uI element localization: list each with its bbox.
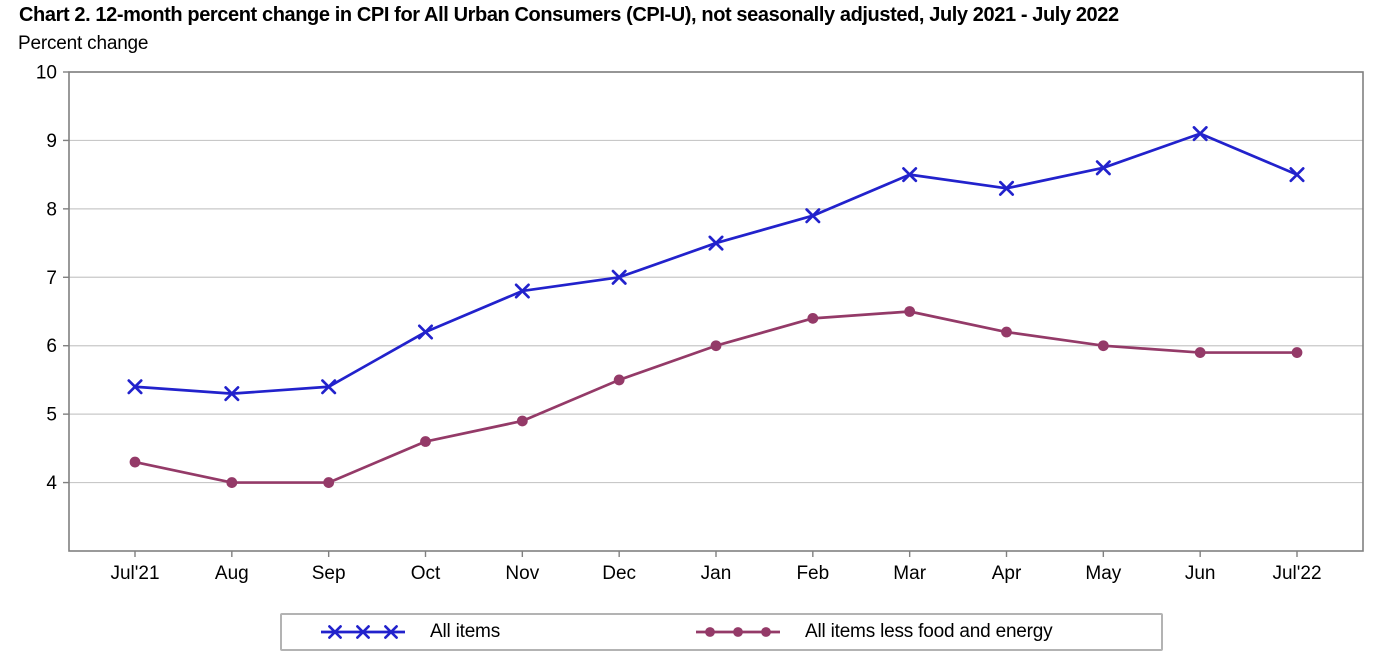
- line-chart-plot-area: 4 5 6 7 8 9 10 Jul'21 Aug Sep Oct Nov Dec Jan Feb Mar Ap…: [36, 63, 1364, 584]
- svg-text:9: 9: [46, 131, 57, 152]
- core-line-marker-icon: [696, 627, 780, 637]
- svg-text:Feb: Feb: [796, 563, 829, 584]
- all-items-line-marker-icon: [321, 625, 405, 639]
- svg-text:5: 5: [46, 405, 57, 426]
- svg-text:Jan: Jan: [701, 563, 732, 584]
- svg-text:10: 10: [36, 63, 57, 84]
- legend-item-all-items: All items: [320, 615, 500, 649]
- svg-text:Jun: Jun: [1185, 563, 1216, 584]
- legend-label-all-items: All items: [430, 621, 500, 642]
- chart-title: Chart 2. 12-month percent change in CPI …: [19, 4, 1119, 26]
- svg-text:7: 7: [46, 268, 57, 289]
- svg-text:Jul'22: Jul'22: [1272, 563, 1321, 584]
- svg-text:Dec: Dec: [602, 563, 636, 584]
- svg-text:Oct: Oct: [411, 563, 441, 584]
- svg-text:6: 6: [46, 336, 57, 357]
- svg-text:Mar: Mar: [893, 563, 926, 584]
- svg-text:Sep: Sep: [312, 563, 346, 584]
- svg-text:Aug: Aug: [215, 563, 249, 584]
- svg-text:8: 8: [46, 199, 57, 220]
- svg-text:4: 4: [46, 473, 57, 494]
- svg-text:May: May: [1085, 563, 1121, 584]
- legend-label-core: All items less food and energy: [805, 621, 1053, 642]
- y-axis-title: Percent change: [18, 33, 149, 54]
- svg-text:Apr: Apr: [992, 563, 1022, 584]
- svg-text:Nov: Nov: [505, 563, 539, 584]
- legend: All items All items less food and energy: [280, 613, 1163, 651]
- svg-text:Jul'21: Jul'21: [110, 563, 159, 584]
- legend-item-core: All items less food and energy: [695, 615, 1053, 649]
